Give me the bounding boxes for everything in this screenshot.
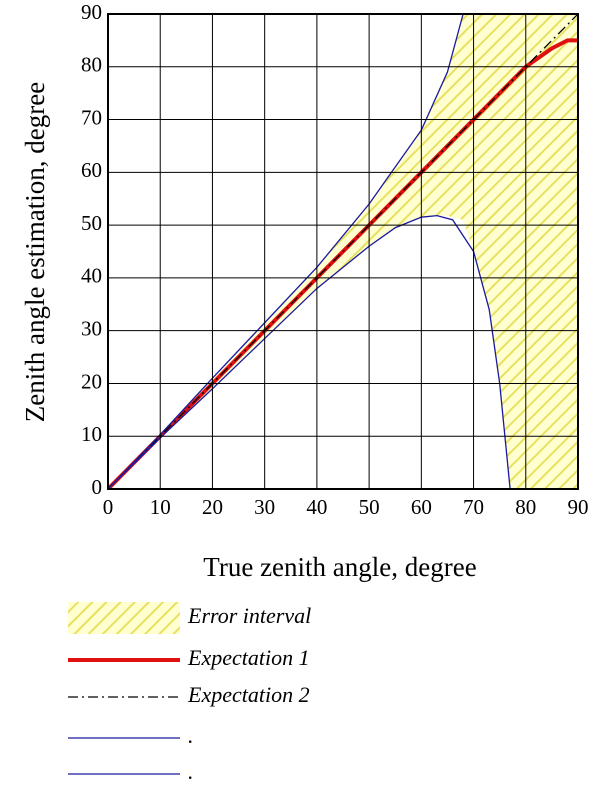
series-line	[108, 14, 578, 489]
y-tick-label: 90	[81, 0, 102, 24]
y-tick-label: 70	[81, 105, 102, 129]
y-tick-label: 50	[81, 211, 102, 235]
x-tick-label: 60	[411, 495, 432, 519]
x-tick-label: 80	[515, 495, 536, 519]
x-axis-label: True zenith angle, degree	[203, 552, 476, 582]
x-tick-label: 70	[463, 495, 484, 519]
y-tick-label: 80	[81, 53, 102, 77]
legend-label: .	[188, 759, 194, 784]
x-tick-label: 90	[568, 495, 589, 519]
x-tick-label: 40	[306, 495, 327, 519]
series-line	[108, 14, 464, 489]
legend-label: .	[188, 723, 194, 748]
y-tick-label: 20	[81, 369, 102, 393]
y-tick-label: 60	[81, 158, 102, 182]
x-tick-label: 10	[150, 495, 171, 519]
y-axis-label: Zenith angle estimation, degree	[20, 82, 50, 422]
legend-swatch	[68, 602, 180, 634]
plot-area	[108, 14, 578, 489]
legend-label: Error interval	[187, 603, 311, 628]
y-tick-label: 40	[81, 264, 102, 288]
x-tick-label: 30	[254, 495, 275, 519]
legend-label: Expectation 2	[187, 682, 310, 707]
y-tick-label: 0	[92, 475, 103, 499]
legend-label: Expectation 1	[187, 645, 310, 670]
x-tick-label: 50	[359, 495, 380, 519]
x-tick-label: 20	[202, 495, 223, 519]
y-tick-label: 10	[81, 422, 102, 446]
series-line	[108, 214, 511, 489]
plot-frame	[107, 13, 579, 490]
x-tick-label: 0	[103, 495, 114, 519]
y-tick-label: 30	[81, 316, 102, 340]
